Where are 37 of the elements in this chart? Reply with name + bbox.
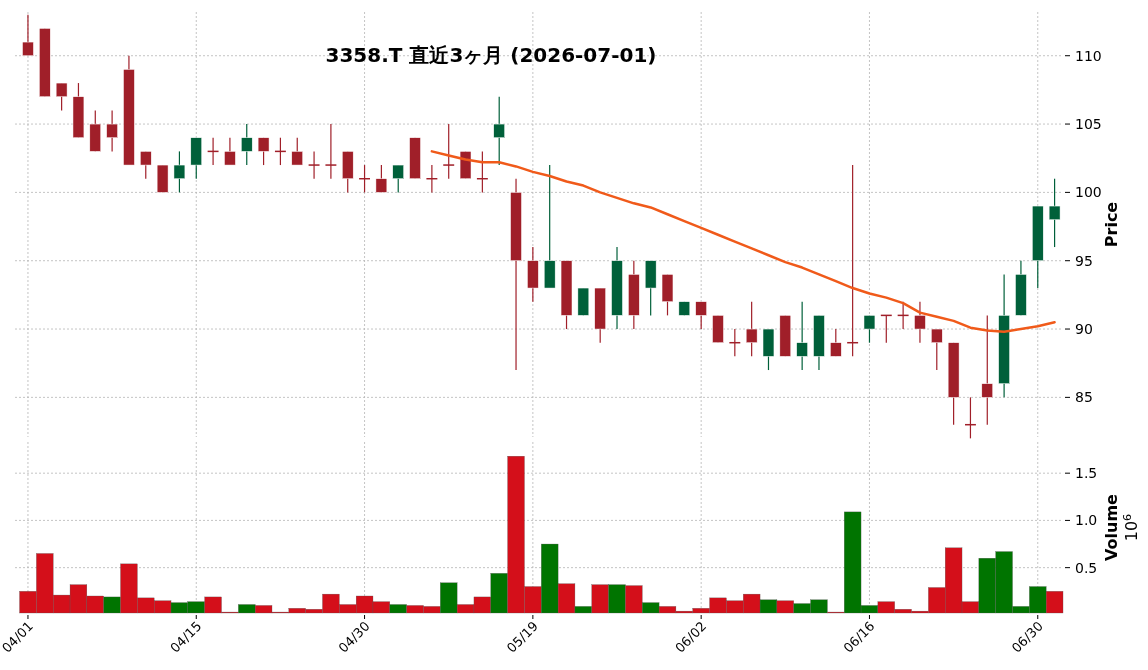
candlestick xyxy=(830,328,842,357)
candlestick xyxy=(257,137,270,166)
y-tick-label: 0.5 xyxy=(1075,559,1098,576)
candlestick xyxy=(493,96,505,166)
y-tick-label: 1.5 xyxy=(1075,465,1098,482)
y-axis-title: Volume xyxy=(1102,493,1121,561)
candlestick xyxy=(324,123,338,180)
text: 3358.T 直近3ヶ月 (2026-07-01) xyxy=(325,43,657,67)
candlestick xyxy=(392,164,404,193)
candlestick xyxy=(796,301,808,371)
candlestick xyxy=(375,164,388,193)
candlestick xyxy=(173,150,186,193)
candlestick xyxy=(106,109,118,152)
y-tick-label: 95 xyxy=(1075,252,1093,269)
y-tick-label: 100 xyxy=(1075,184,1102,201)
candlestick xyxy=(307,150,321,180)
y-tick-label: 1.0 xyxy=(1075,512,1098,529)
candlestick xyxy=(55,82,68,111)
candlestick xyxy=(863,314,876,344)
candlestick xyxy=(1048,178,1061,248)
candlestick xyxy=(914,301,926,344)
line-series xyxy=(430,150,1056,334)
candlestick xyxy=(241,123,253,166)
y-tick-label: 110 xyxy=(1075,47,1102,64)
candlestick xyxy=(745,301,758,357)
candlestick xyxy=(224,137,236,166)
candlestick xyxy=(22,14,34,57)
candlestick xyxy=(695,301,707,330)
candlestick xyxy=(981,314,993,426)
y-tick-label: 85 xyxy=(1075,389,1093,406)
candlestick xyxy=(931,328,943,371)
candlestick xyxy=(140,150,152,180)
y-axis-title: Price xyxy=(1102,201,1121,248)
y-tick-label: 105 xyxy=(1075,116,1102,133)
candlestick xyxy=(291,137,303,166)
candlestick xyxy=(442,123,455,180)
y-tick-label: 90 xyxy=(1075,321,1093,338)
